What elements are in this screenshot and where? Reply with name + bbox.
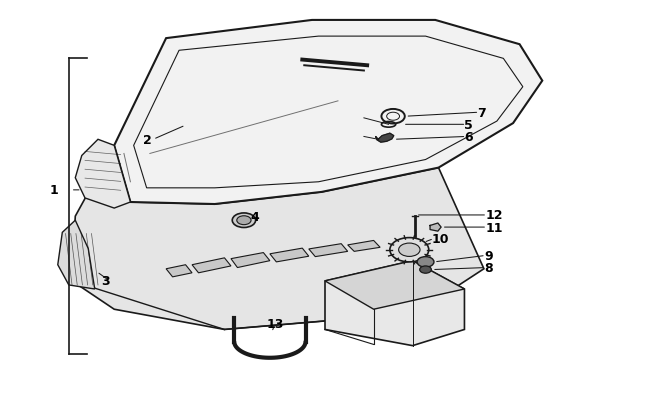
Text: 4: 4 xyxy=(250,210,259,223)
Polygon shape xyxy=(166,265,192,277)
Polygon shape xyxy=(376,134,394,143)
Text: 1: 1 xyxy=(49,184,58,197)
Circle shape xyxy=(398,243,420,257)
Polygon shape xyxy=(325,261,465,309)
Text: 6: 6 xyxy=(465,131,473,144)
Circle shape xyxy=(232,213,255,228)
Polygon shape xyxy=(309,244,348,257)
Polygon shape xyxy=(348,241,380,252)
Circle shape xyxy=(420,266,432,273)
Polygon shape xyxy=(430,224,441,232)
Text: 2: 2 xyxy=(144,134,152,147)
Polygon shape xyxy=(231,253,270,268)
Text: 13: 13 xyxy=(266,317,284,330)
Text: 7: 7 xyxy=(477,107,486,119)
Text: 3: 3 xyxy=(101,275,110,288)
Polygon shape xyxy=(72,146,484,330)
Text: 5: 5 xyxy=(465,119,473,132)
Text: 10: 10 xyxy=(432,232,450,245)
Text: 8: 8 xyxy=(484,261,493,274)
Polygon shape xyxy=(75,140,131,209)
Polygon shape xyxy=(58,221,95,289)
Circle shape xyxy=(390,238,429,262)
Text: 12: 12 xyxy=(486,209,503,222)
Polygon shape xyxy=(270,249,309,262)
Polygon shape xyxy=(114,21,542,205)
Text: 11: 11 xyxy=(486,221,503,234)
Polygon shape xyxy=(325,261,465,346)
Circle shape xyxy=(237,216,251,225)
Polygon shape xyxy=(192,258,231,273)
Circle shape xyxy=(417,257,434,267)
Text: 9: 9 xyxy=(484,249,493,262)
